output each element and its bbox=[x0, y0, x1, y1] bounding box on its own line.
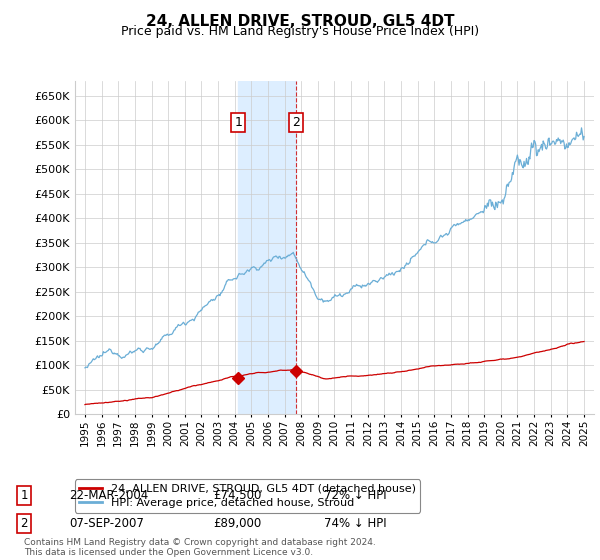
Text: Contains HM Land Registry data © Crown copyright and database right 2024.
This d: Contains HM Land Registry data © Crown c… bbox=[24, 538, 376, 557]
Text: 24, ALLEN DRIVE, STROUD, GL5 4DT: 24, ALLEN DRIVE, STROUD, GL5 4DT bbox=[146, 14, 454, 29]
Text: 2: 2 bbox=[20, 517, 28, 530]
Text: 1: 1 bbox=[20, 489, 28, 502]
Text: £89,000: £89,000 bbox=[213, 517, 261, 530]
Text: £74,500: £74,500 bbox=[213, 489, 262, 502]
Text: 07-SEP-2007: 07-SEP-2007 bbox=[69, 517, 144, 530]
Text: 2: 2 bbox=[292, 116, 300, 129]
Text: 1: 1 bbox=[235, 116, 242, 129]
Text: Price paid vs. HM Land Registry's House Price Index (HPI): Price paid vs. HM Land Registry's House … bbox=[121, 25, 479, 38]
Legend: 24, ALLEN DRIVE, STROUD, GL5 4DT (detached house), HPI: Average price, detached : 24, ALLEN DRIVE, STROUD, GL5 4DT (detach… bbox=[75, 479, 420, 513]
Text: 22-MAR-2004: 22-MAR-2004 bbox=[69, 489, 148, 502]
Text: 74% ↓ HPI: 74% ↓ HPI bbox=[324, 517, 386, 530]
Text: 72% ↓ HPI: 72% ↓ HPI bbox=[324, 489, 386, 502]
Bar bbox=[238, 81, 296, 414]
